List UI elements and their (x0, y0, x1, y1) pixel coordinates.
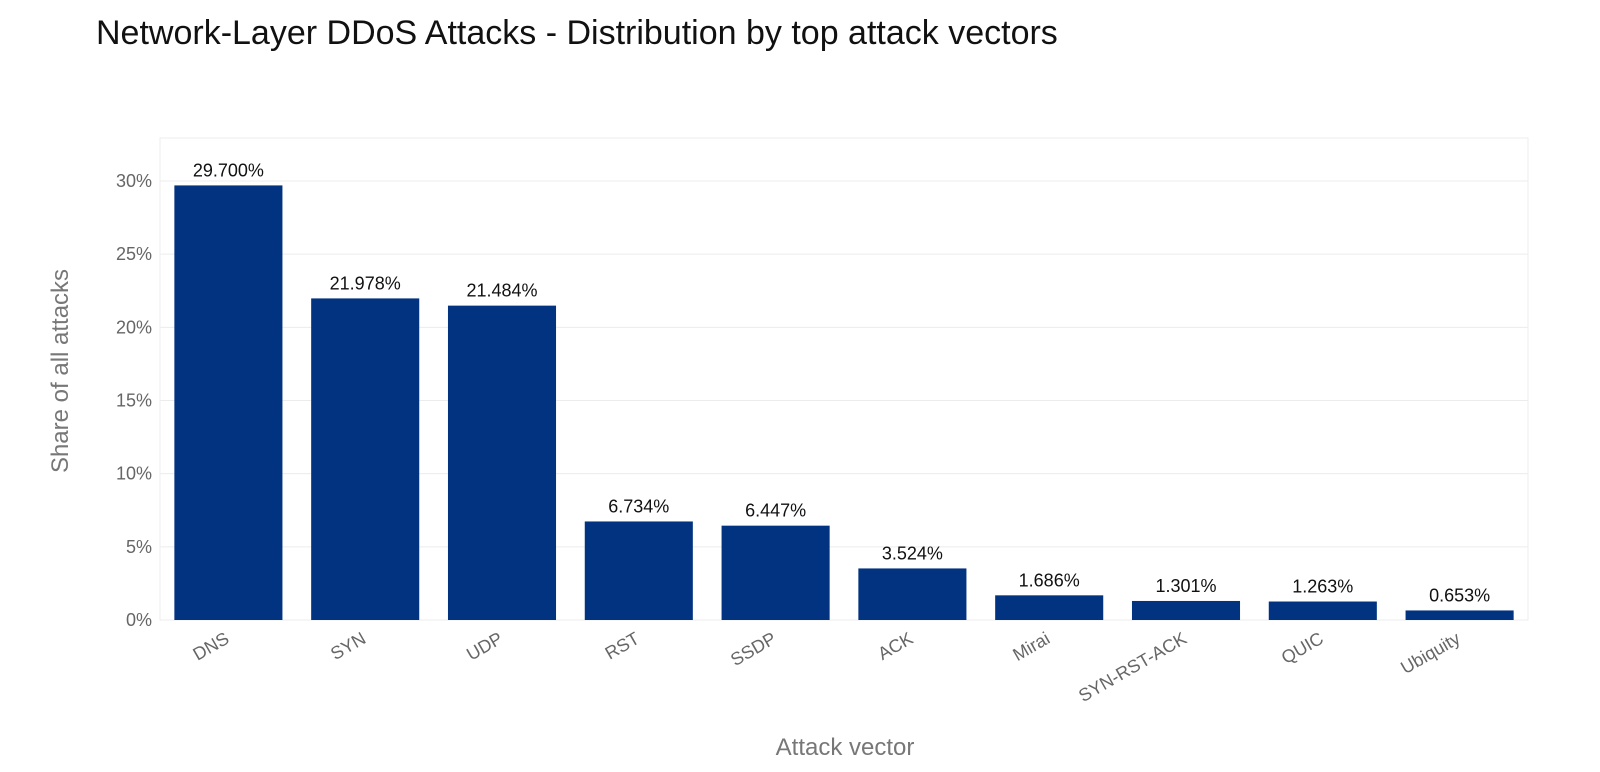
data-labels: 29.700% 21.978% 21.484% 6.734% 6.447% 3.524% 1… (193, 160, 1490, 605)
data-label: 21.978% (330, 273, 401, 293)
data-label: 6.447% (745, 501, 806, 521)
bar (1405, 610, 1514, 620)
bar (721, 525, 830, 620)
bar (174, 185, 283, 620)
x-tick-label: DNS (189, 628, 232, 664)
x-tick-label: RST (602, 628, 643, 663)
bar (447, 305, 557, 620)
data-label: 3.524% (882, 543, 943, 563)
x-tick-label: ACK (874, 628, 916, 664)
y-tick-label: 5% (126, 537, 152, 557)
y-tick-label: 15% (116, 391, 152, 411)
x-tick-label: QUIC (1278, 628, 1327, 668)
data-label: 29.700% (193, 160, 264, 180)
y-axis-title: Share of all attacks (47, 269, 74, 473)
y-tick-label: 0% (126, 610, 152, 630)
data-label: 1.686% (1019, 570, 1080, 590)
data-label: 1.301% (1155, 576, 1216, 596)
data-label: 6.734% (608, 496, 669, 516)
data-label: 0.653% (1429, 585, 1490, 605)
x-tick-label: SSDP (727, 628, 779, 670)
y-tick-label: 30% (116, 171, 152, 191)
x-axis: DNS SYN UDP RST SSDP ACK Mirai SYN-RST-ACK QUIC U… (189, 628, 1463, 706)
x-tick-label: SYN (327, 628, 369, 664)
x-tick-label: Mirai (1009, 628, 1053, 665)
y-tick-label: 25% (116, 244, 152, 264)
bar (1268, 601, 1377, 620)
y-axis: 0% 5% 10% 15% 20% 25% 30% (116, 171, 152, 630)
bar (311, 298, 420, 620)
bar (1131, 600, 1241, 620)
y-tick-label: 20% (116, 317, 152, 337)
x-tick-label: UDP (463, 628, 506, 664)
x-tick-label: SYN-RST-ACK (1075, 628, 1190, 706)
bars (174, 185, 1514, 620)
bar (584, 521, 693, 620)
x-axis-title: Attack vector (776, 734, 915, 761)
y-tick-label: 10% (116, 464, 152, 484)
bar (995, 595, 1104, 620)
chart-title: Network-Layer DDoS Attacks - Distributio… (96, 14, 1058, 52)
x-tick-label: Ubiquity (1397, 628, 1463, 678)
data-label: 21.484% (466, 281, 537, 301)
data-label: 1.263% (1292, 577, 1353, 597)
bar (858, 568, 967, 620)
